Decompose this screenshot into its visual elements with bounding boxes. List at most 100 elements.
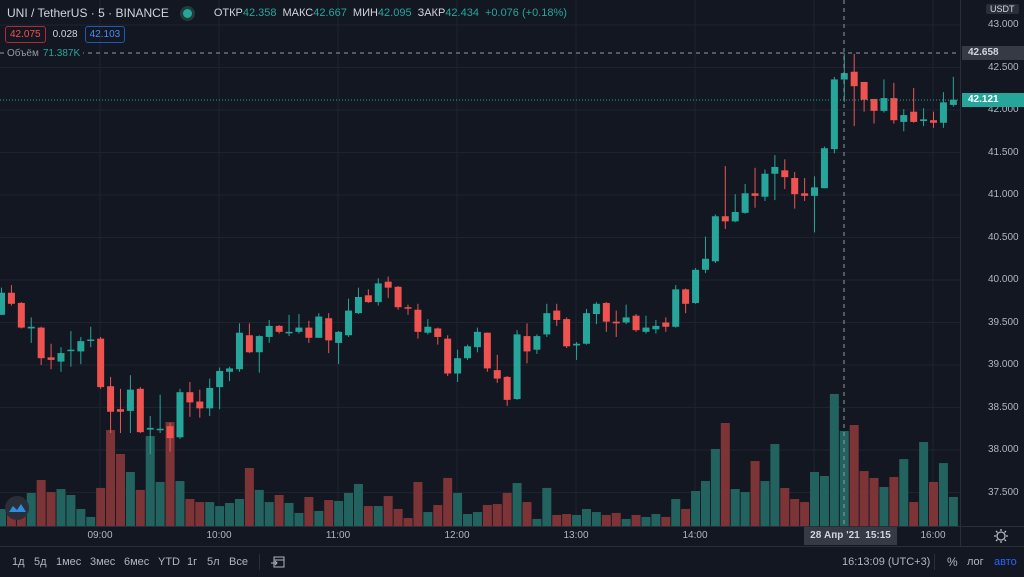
- candle: [483, 332, 491, 372]
- go-to-date-icon[interactable]: [271, 555, 285, 569]
- volume-bar: [542, 487, 552, 526]
- open-label: ОТКР: [213, 7, 243, 19]
- candle: [791, 172, 799, 209]
- time-tick: 14:00: [682, 530, 708, 541]
- range-button[interactable]: 5д: [34, 556, 47, 568]
- candle-body: [771, 166, 779, 174]
- candle: [235, 323, 243, 372]
- volume-bar: [681, 508, 691, 526]
- volume-bar: [611, 512, 621, 526]
- candle-body: [751, 193, 759, 196]
- spread-value: 0.028: [52, 29, 78, 40]
- price-chart[interactable]: [0, 0, 1024, 546]
- volume-bar: [76, 508, 86, 526]
- range-button[interactable]: 1д: [12, 556, 25, 568]
- candle-body: [553, 310, 561, 320]
- log-toggle[interactable]: лог: [967, 556, 984, 568]
- volume-bar: [423, 512, 433, 526]
- currency-label[interactable]: USDT: [986, 4, 1019, 14]
- volume-bar: [929, 481, 939, 526]
- volume-bar: [740, 492, 750, 526]
- volume-bar: [591, 512, 601, 526]
- price-tick: 42.000: [988, 104, 1019, 115]
- price-tick: 38.500: [988, 401, 1019, 413]
- candle-body: [850, 71, 858, 87]
- clock[interactable]: 16:13:09 (UTC+3): [842, 556, 931, 568]
- candle-body: [424, 326, 432, 333]
- volume-bar: [393, 508, 403, 526]
- range-button[interactable]: Все: [229, 556, 248, 568]
- candle-body: [37, 327, 45, 359]
- candle: [374, 278, 382, 306]
- candle: [830, 76, 838, 154]
- time-tick: 13:00: [563, 530, 589, 541]
- candle: [632, 314, 640, 332]
- tradingview-logo-icon[interactable]: [5, 496, 29, 520]
- volume-bar: [750, 461, 760, 526]
- candle-body: [265, 325, 273, 337]
- volume-bar: [304, 496, 314, 526]
- volume-bars: [0, 393, 958, 526]
- settings-gear-icon[interactable]: [994, 529, 1008, 543]
- candle: [37, 326, 45, 365]
- buy-button[interactable]: 42.103: [84, 26, 126, 43]
- candle: [454, 349, 462, 382]
- candle: [67, 331, 75, 367]
- sell-button[interactable]: 42.075: [5, 26, 46, 43]
- volume-bar: [225, 502, 235, 526]
- volume-bar: [433, 504, 443, 526]
- high-label: МАКС: [282, 7, 314, 19]
- candle-body: [701, 258, 709, 270]
- candle-body: [483, 332, 491, 369]
- candle-body: [374, 283, 382, 303]
- range-button[interactable]: 1г: [187, 556, 198, 568]
- price-tick: 43.000: [988, 19, 1019, 30]
- crosshair-price-tag: 42.658: [962, 46, 1024, 60]
- candle-body: [503, 376, 511, 400]
- divider: [259, 554, 260, 570]
- percent-toggle[interactable]: %: [947, 555, 958, 569]
- range-button[interactable]: YTD: [158, 556, 180, 568]
- candle-body: [116, 409, 124, 412]
- candle-body: [949, 99, 957, 105]
- candle: [523, 323, 531, 364]
- candle: [87, 326, 95, 348]
- volume-bar: [344, 492, 354, 526]
- price-tick: 41.000: [988, 189, 1019, 200]
- volume-bar: [879, 487, 889, 526]
- candle: [553, 303, 561, 326]
- volume-bar: [671, 498, 681, 526]
- candle-body: [434, 328, 442, 337]
- candle-body: [711, 216, 719, 262]
- time-tick: 16:00: [920, 530, 946, 541]
- candle-body: [444, 338, 452, 374]
- candle-body: [414, 309, 422, 332]
- candle: [136, 387, 144, 433]
- candle-body: [870, 98, 878, 111]
- volume-bar: [56, 489, 66, 526]
- symbol-title[interactable]: UNI / TetherUS · 5 · BINANCE: [7, 6, 169, 20]
- range-button[interactable]: 5л: [207, 556, 220, 568]
- volume-bar: [36, 479, 46, 526]
- candle: [345, 298, 353, 337]
- auto-toggle[interactable]: авто: [994, 556, 1017, 568]
- volume-bar: [472, 512, 482, 526]
- volume-label: Объём: [7, 48, 39, 59]
- candle-body: [87, 339, 95, 341]
- candle: [126, 375, 134, 433]
- volume-bar: [482, 504, 492, 526]
- volume-bar: [46, 492, 56, 526]
- volume-bar: [909, 502, 919, 526]
- range-button[interactable]: 3мес: [90, 556, 116, 568]
- range-button[interactable]: 6мес: [124, 556, 150, 568]
- candle: [900, 109, 908, 132]
- candle-body: [335, 331, 343, 343]
- price-tick: 39.500: [988, 316, 1019, 328]
- candle-body: [27, 326, 35, 329]
- candle: [186, 382, 194, 417]
- candle: [910, 87, 918, 123]
- candle: [781, 159, 789, 190]
- range-button[interactable]: 1мес: [56, 556, 82, 568]
- volume-bar: [353, 483, 363, 526]
- candle: [265, 319, 273, 343]
